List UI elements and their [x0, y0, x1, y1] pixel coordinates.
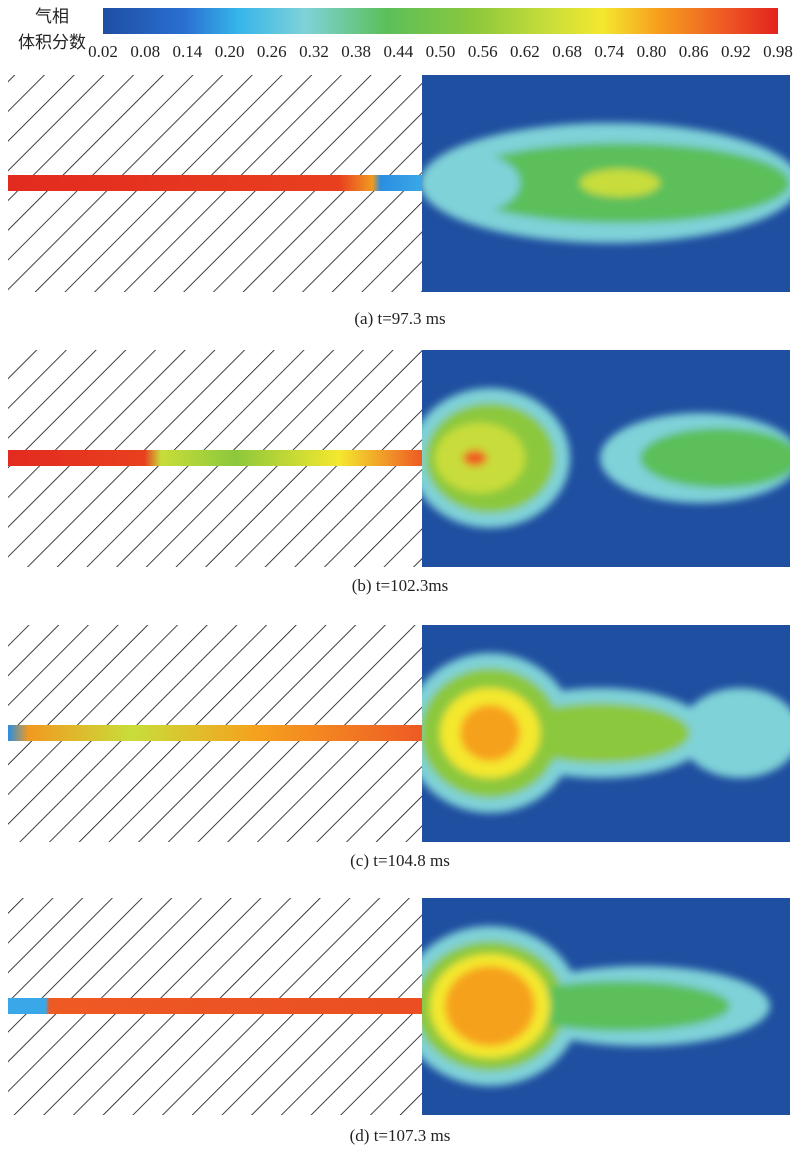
- colorbar-tick-label: 0.26: [257, 42, 287, 61]
- panel-caption: (a) t=97.3 ms: [354, 309, 445, 328]
- legend-title: 体积分数: [18, 33, 86, 52]
- colorbar-tick-label: 0.68: [552, 42, 582, 61]
- plume-contour: [510, 703, 690, 763]
- panel-caption: (d) t=107.3 ms: [350, 1126, 451, 1145]
- nozzle-channel: [8, 998, 422, 1014]
- colorbar-tick-label: 0.32: [299, 42, 329, 61]
- panel-caption: (c) t=104.8 ms: [350, 851, 450, 870]
- panel: (d) t=107.3 ms: [8, 898, 790, 1145]
- nozzle-channel: [8, 175, 422, 191]
- colorbar-tick-label: 0.38: [341, 42, 371, 61]
- panel-caption: (b) t=102.3ms: [352, 576, 448, 595]
- plume: [422, 123, 790, 243]
- panel: (a) t=97.3 ms: [8, 75, 790, 328]
- colorbar-tick-label: 0.08: [130, 42, 160, 61]
- nozzle-channel: [8, 450, 422, 466]
- plume: [422, 926, 770, 1086]
- colorbar-tick-label: 0.20: [215, 42, 245, 61]
- colorbar-tick-label: 0.74: [594, 42, 624, 61]
- colorbar-tick-label: 0.98: [763, 42, 793, 61]
- colorbar-tick-label: 0.80: [637, 42, 667, 61]
- plume-contour: [510, 981, 730, 1031]
- colorbar-tick-label: 0.50: [426, 42, 456, 61]
- colorbar-tick-label: 0.62: [510, 42, 540, 61]
- plume-contour: [460, 705, 520, 761]
- plume: [422, 653, 790, 813]
- colorbar-tick-label: 0.14: [173, 42, 203, 61]
- colorbar-tick-label: 0.92: [721, 42, 751, 61]
- plume-contour: [580, 169, 660, 197]
- colorbar-tick-label: 0.86: [679, 42, 709, 61]
- colorbar-tick-label: 0.44: [383, 42, 413, 61]
- plume-contour: [680, 688, 790, 778]
- plume-contour: [640, 428, 790, 488]
- panel: (c) t=104.8 ms: [8, 625, 790, 870]
- colorbar-tick-label: 0.56: [468, 42, 498, 61]
- nozzle-channel: [8, 725, 422, 741]
- plume: [422, 388, 790, 528]
- colorbar: [103, 8, 778, 34]
- legend-title: 气相: [35, 7, 69, 26]
- plume-contour: [445, 966, 535, 1046]
- plume-contour: [422, 153, 520, 213]
- panel: (b) t=102.3ms: [8, 350, 790, 595]
- plume-contour: [463, 450, 487, 466]
- colorbar-tick-label: 0.02: [88, 42, 118, 61]
